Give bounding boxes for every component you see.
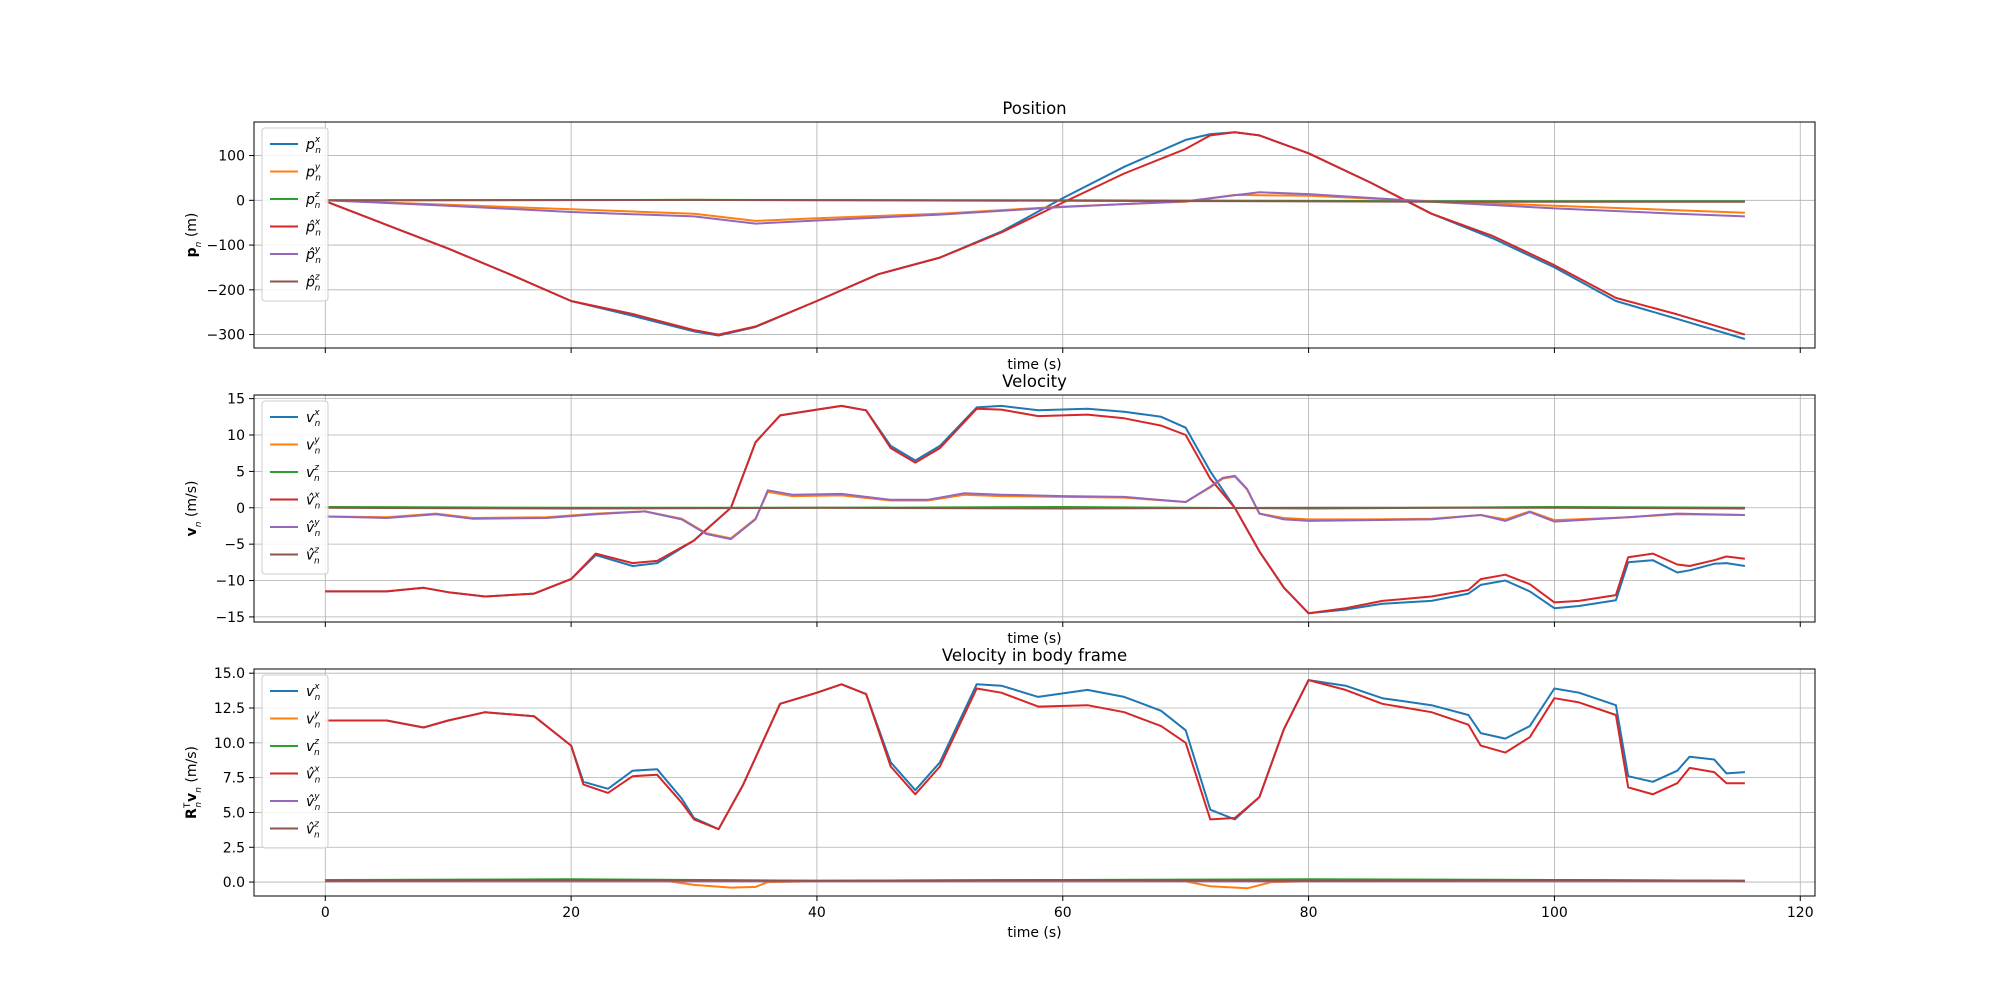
axes-frame (253, 121, 1816, 349)
y-tick-label: 15.0 (214, 666, 245, 682)
y-tick-label: 0 (236, 193, 245, 209)
series-line-6 (325, 506, 1745, 510)
series-line-5 (325, 191, 1745, 225)
legend-entry: vy n (306, 436, 321, 457)
chart-title: Velocity in body frame (942, 646, 1127, 665)
y-tick-label: 5.0 (223, 805, 245, 821)
axes-frame (253, 394, 1816, 623)
series-line-1 (324, 131, 1746, 340)
y-tick-label: 10.0 (214, 736, 245, 752)
legend-entry: p̂x n (305, 218, 321, 239)
y-tick-label: 7.5 (223, 771, 245, 787)
x-tick-label: 20 (562, 905, 580, 921)
legend-entry: vy n (306, 710, 321, 731)
x-axis-label: time (s) (1007, 357, 1061, 373)
series-line-6 (325, 879, 1745, 882)
subplot-1: 100 0 −100 −200 −300 Position time (s) pn (m) px… (184, 99, 1816, 373)
y-tick-label: −100 (207, 238, 245, 254)
y-tick-label: 2.5 (223, 840, 245, 856)
legend: vx n vy n vz n v̂x n v̂y n v̂z n (261, 400, 329, 575)
x-tick-label: 60 (1054, 905, 1072, 921)
subplot-2: 15 10 5 0 −5 −10 −15 Velocity time (s) vn (m/s) vx… (184, 372, 1816, 647)
x-axis-label: time (s) (1007, 631, 1061, 647)
series-line-6 (325, 198, 1745, 203)
legend-entry: pz n (305, 190, 321, 211)
legend-entry: v̂z n (306, 546, 320, 567)
legend-entry: px n (305, 135, 321, 156)
y-tick-label: −5 (224, 537, 245, 553)
y-tick-label: −200 (207, 283, 245, 299)
legend-entry: py n (305, 163, 321, 184)
x-tick-label: 100 (1541, 905, 1568, 921)
y-axis-label: RTnvn (m/s) (183, 746, 204, 819)
series-line-5 (325, 474, 1745, 541)
y-tick-label: 12.5 (214, 701, 245, 717)
legend-entry: vz n (306, 463, 320, 484)
x-axis-label: time (s) (1007, 925, 1061, 941)
legend-entry: v̂x n (306, 765, 321, 786)
y-axis-label: pn (m) (184, 213, 204, 258)
legend-entry: v̂z n (306, 820, 320, 841)
y-tick-label: 0 (236, 501, 245, 517)
legend-entry: p̂y n (305, 245, 321, 266)
legend: px n py n pz n p̂x n p̂y n p̂z n (261, 127, 329, 302)
axes-frame (253, 668, 1816, 897)
chart-title: Position (1002, 99, 1066, 118)
legend-entry: p̂z n (305, 273, 321, 294)
x-tick-label: 40 (808, 905, 826, 921)
series-line-1 (325, 679, 1745, 831)
x-tick-label: 80 (1300, 905, 1318, 921)
series-line-4 (325, 404, 1746, 615)
y-tick-label: 5 (236, 464, 245, 480)
x-tick-label: 120 (1787, 905, 1814, 921)
y-tick-label: −300 (207, 328, 245, 344)
y-tick-label: 15 (227, 392, 245, 408)
legend-entry: v̂y n (306, 518, 321, 539)
y-tick-label: 0.0 (223, 875, 245, 891)
y-axis-label: vn (m/s) (184, 481, 204, 537)
series-line-4 (325, 679, 1745, 831)
legend-entry: vx n (306, 682, 321, 703)
y-tick-label: −10 (215, 574, 245, 590)
y-tick-label: 100 (218, 149, 245, 165)
series-line-4 (324, 131, 1746, 336)
legend: vx n vy n vz n v̂x n v̂y n v̂z n (261, 674, 329, 849)
subplot-3: 0 20 40 60 80 100 120 15.0 12.5 10.0 7.5 5.0 2.5 0.0 V… (183, 646, 1816, 941)
legend-entry: v̂x n (306, 491, 321, 512)
x-tick-label: 0 (321, 905, 330, 921)
y-tick-label: 10 (227, 428, 245, 444)
chart-title: Velocity (1002, 372, 1067, 391)
legend-entry: vx n (306, 408, 321, 429)
legend-entry: v̂y n (306, 792, 321, 813)
legend-entry: vz n (306, 737, 320, 758)
y-tick-label: −15 (215, 610, 245, 626)
series-line-1 (325, 404, 1746, 615)
